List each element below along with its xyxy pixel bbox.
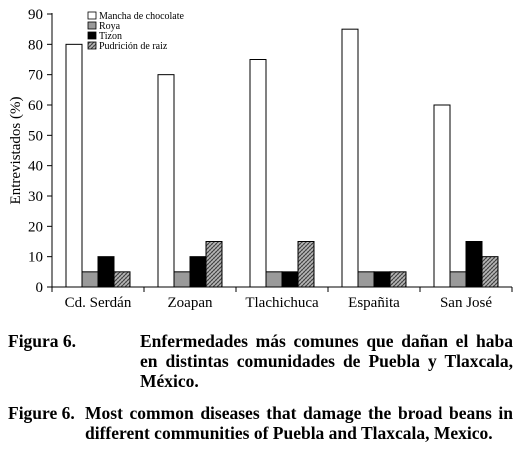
legend-label-tizon: Tizon [99,31,122,42]
figure-caption-english: Figure 6. Most common diseases that dama… [8,403,513,443]
bar-san-jose-roya [449,271,467,288]
y-tick-label-70: 70 [28,68,43,84]
caption-en-label: Figure 6. [8,403,75,423]
y-tick-label-60: 60 [28,98,43,114]
legend-label-roya: Roya [99,21,121,32]
bar-san-jose-pudricion-de-raiz [481,256,499,288]
figure-caption-spanish: Figura 6. Enfermedades más comunes que d… [8,331,513,391]
bar-san-jose-tizon [465,241,483,288]
legend-swatch-tizon [87,31,97,40]
y-tick-label-50: 50 [28,128,43,144]
bar-tlachichuca-tizon [281,271,299,288]
legend-label-pudricion-de-raiz: Pudrición de raiz [99,41,168,52]
bar-cd-serdan-pudricion-de-raiz [113,271,131,288]
bar-tlachichuca-mancha-de-chocolate [249,59,267,288]
bar-zoapan-mancha-de-chocolate [157,74,175,288]
y-tick-label-90: 90 [28,7,43,23]
y-tick-label-0: 0 [36,280,44,296]
y-tick-label-20: 20 [28,219,43,235]
x-tick-label-espanita: Españita [348,295,400,311]
caption-es-text: Enfermedades más comunes que dañan el ha… [140,331,513,391]
legend-swatch-pudricion-de-raiz [87,41,97,50]
x-tick-label-tlachichuca: Tlachichuca [245,295,319,311]
legend-swatch-mancha-de-chocolate [87,11,97,20]
bar-espanita-mancha-de-chocolate [341,28,359,288]
bar-chart: Cd. Serdán Zoapan Tlachichuca Españita San J… [8,7,513,311]
x-tick-label-san-jose: San José [440,295,492,311]
bar-cd-serdan-mancha-de-chocolate [65,43,83,288]
bar-tlachichuca-roya [265,271,283,288]
bar-espanita-pudricion-de-raiz [389,271,407,288]
bar-zoapan-roya [173,271,191,288]
bar-tlachichuca-pudricion-de-raiz [297,241,315,288]
bar-zoapan-tizon [189,256,207,288]
caption-en-text: Most common diseases that damage the bro… [85,403,513,443]
x-tick-label-cd-serdan: Cd. Serdán [65,295,132,311]
bar-zoapan-pudricion-de-raiz [205,241,223,288]
legend-swatch-roya [87,21,97,30]
y-tick-label-80: 80 [28,37,43,53]
y-axis-label: Entrevistados (%) [8,97,24,205]
y-tick-label-30: 30 [28,189,43,205]
x-tick-label-zoapan: Zoapan [168,295,213,311]
caption-es-label: Figura 6. [8,331,77,351]
y-tick-label-40: 40 [28,159,43,175]
legend-label-mancha-de-chocolate: Mancha de chocolate [99,11,185,22]
bar-cd-serdan-roya [81,271,99,288]
bar-espanita-roya [357,271,375,288]
bar-cd-serdan-tizon [97,256,115,288]
bar-espanita-tizon [373,271,391,288]
bar-san-jose-mancha-de-chocolate [433,104,451,288]
y-tick-label-10: 10 [28,250,43,266]
